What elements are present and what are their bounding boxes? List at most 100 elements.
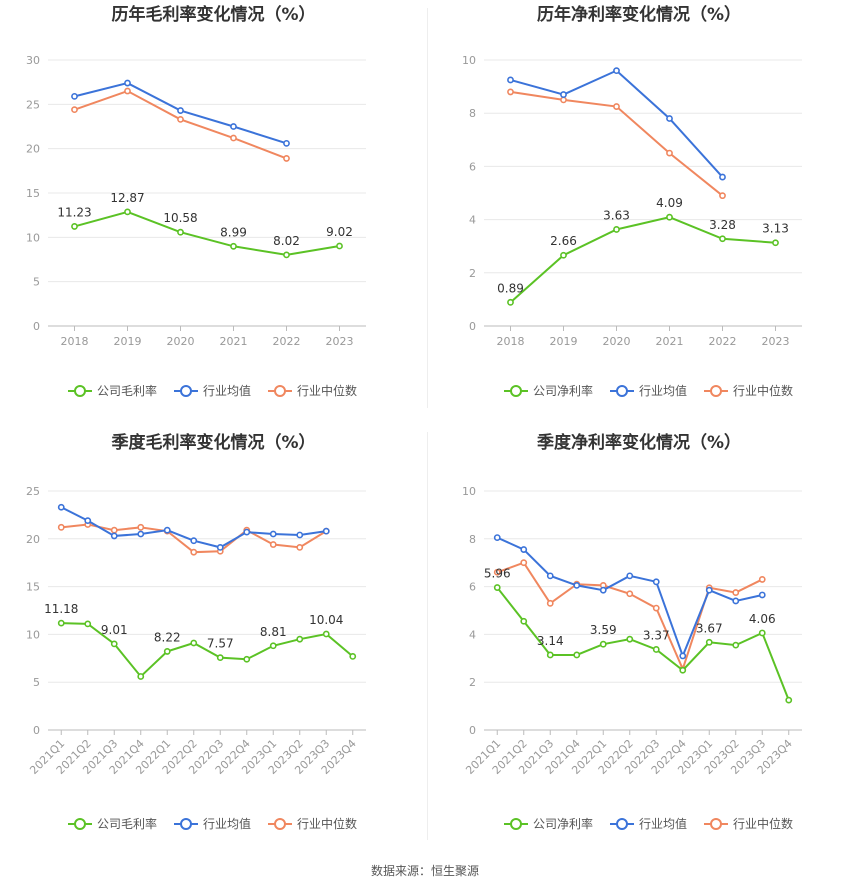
industry-avg-point[interactable] [719, 173, 726, 181]
industry-median-point[interactable] [71, 106, 78, 114]
industry-avg-point[interactable] [507, 76, 514, 84]
industry-avg-point[interactable] [57, 503, 65, 511]
legend-item-industry-avg[interactable]: 行业均值 [174, 816, 251, 831]
industry-avg-point[interactable] [520, 546, 528, 553]
company-point[interactable] [772, 239, 779, 247]
company-point[interactable] [626, 635, 634, 643]
industry-avg-point[interactable] [84, 517, 92, 525]
company-point[interactable] [137, 673, 145, 680]
company-point[interactable] [110, 640, 118, 648]
industry-median-point[interactable] [124, 87, 131, 95]
industry-median-point[interactable] [57, 523, 65, 531]
industry-avg-point[interactable] [652, 578, 660, 586]
company-point[interactable] [322, 630, 330, 638]
company-point[interactable] [269, 642, 277, 650]
company-point[interactable] [216, 654, 224, 662]
industry-median-point[interactable] [137, 523, 145, 531]
company-point[interactable] [349, 652, 357, 660]
industry-median-point[interactable] [666, 149, 673, 157]
industry-avg-point[interactable] [269, 530, 277, 538]
industry-avg-point[interactable] [573, 582, 581, 589]
company-point[interactable] [785, 696, 793, 704]
legend-item-industry-avg[interactable]: 行业均值 [174, 383, 251, 398]
company-point[interactable] [507, 298, 514, 306]
legend-item-company[interactable]: 公司毛利率 [68, 383, 157, 398]
industry-median-point[interactable] [177, 116, 184, 123]
industry-median-point[interactable] [546, 599, 554, 607]
industry-median-point[interactable] [732, 589, 740, 596]
legend-item-industry-avg[interactable]: 行业均值 [610, 383, 687, 398]
industry-avg-point[interactable] [546, 572, 554, 580]
company-point[interactable] [71, 223, 78, 230]
company-point[interactable] [679, 666, 687, 674]
industry-avg-point[interactable] [705, 586, 713, 594]
legend-item-industry-avg[interactable]: 行业均值 [610, 816, 687, 831]
company-point[interactable] [57, 619, 65, 627]
industry-median-point[interactable] [493, 568, 501, 576]
legend-item-company[interactable]: 公司毛利率 [68, 816, 157, 831]
industry-avg-point[interactable] [626, 572, 634, 580]
company-point[interactable] [666, 213, 673, 221]
industry-median-point[interactable] [613, 103, 620, 110]
legend-item-industry-median[interactable]: 行业中位数 [704, 816, 793, 831]
legend-item-industry-median[interactable]: 行业中位数 [268, 816, 357, 831]
industry-avg-point[interactable] [758, 591, 766, 599]
legend-item-industry-median[interactable]: 行业中位数 [268, 383, 357, 398]
industry-avg-point[interactable] [177, 107, 184, 114]
company-point[interactable] [163, 648, 171, 655]
industry-median-point[interactable] [719, 192, 726, 200]
legend-item-company[interactable]: 公司净利率 [504, 383, 593, 398]
industry-avg-point[interactable] [296, 531, 304, 539]
company-point[interactable] [546, 651, 554, 659]
industry-median-point[interactable] [507, 88, 514, 96]
industry-median-point[interactable] [269, 541, 277, 548]
industry-median-point[interactable] [283, 155, 290, 162]
company-point[interactable] [758, 629, 766, 637]
company-point[interactable] [190, 639, 198, 647]
industry-median-point[interactable] [296, 544, 304, 551]
industry-avg-point[interactable] [599, 586, 607, 594]
industry-avg-point[interactable] [666, 115, 673, 122]
company-point[interactable] [296, 635, 304, 643]
company-point[interactable] [177, 228, 184, 236]
company-point[interactable] [493, 584, 501, 591]
industry-avg-point[interactable] [110, 532, 118, 540]
company-point[interactable] [230, 242, 237, 250]
industry-avg-point[interactable] [190, 537, 198, 545]
industry-median-point[interactable] [758, 576, 766, 583]
industry-median-point[interactable] [190, 548, 198, 556]
company-point[interactable] [124, 208, 131, 216]
legend-item-industry-median[interactable]: 行业中位数 [704, 383, 793, 398]
industry-avg-point[interactable] [732, 597, 740, 605]
industry-median-point[interactable] [110, 526, 118, 534]
company-point[interactable] [336, 242, 343, 250]
company-point[interactable] [84, 620, 92, 628]
industry-avg-point[interactable] [243, 528, 251, 536]
industry-median-point[interactable] [230, 134, 237, 142]
industry-avg-point[interactable] [71, 92, 78, 100]
industry-avg-point[interactable] [230, 123, 237, 130]
industry-avg-point[interactable] [613, 67, 620, 75]
industry-avg-point[interactable] [679, 652, 687, 660]
industry-avg-point[interactable] [283, 139, 290, 147]
company-point[interactable] [520, 617, 528, 625]
company-point[interactable] [732, 641, 740, 649]
company-point[interactable] [283, 251, 290, 259]
industry-avg-point[interactable] [322, 527, 330, 535]
legend-item-company[interactable]: 公司净利率 [504, 816, 593, 831]
industry-median-point[interactable] [652, 604, 660, 612]
company-point[interactable] [652, 646, 660, 653]
industry-avg-point[interactable] [163, 526, 171, 534]
industry-avg-point[interactable] [124, 79, 131, 87]
company-point[interactable] [243, 655, 251, 663]
company-point[interactable] [573, 651, 581, 659]
industry-avg-point[interactable] [560, 91, 567, 98]
industry-median-point[interactable] [626, 590, 634, 598]
industry-avg-point[interactable] [137, 530, 145, 538]
company-point[interactable] [613, 226, 620, 233]
company-point[interactable] [599, 640, 607, 648]
company-point[interactable] [705, 638, 713, 646]
company-point[interactable] [719, 235, 726, 243]
industry-avg-point[interactable] [493, 534, 501, 542]
industry-median-point[interactable] [560, 96, 567, 104]
